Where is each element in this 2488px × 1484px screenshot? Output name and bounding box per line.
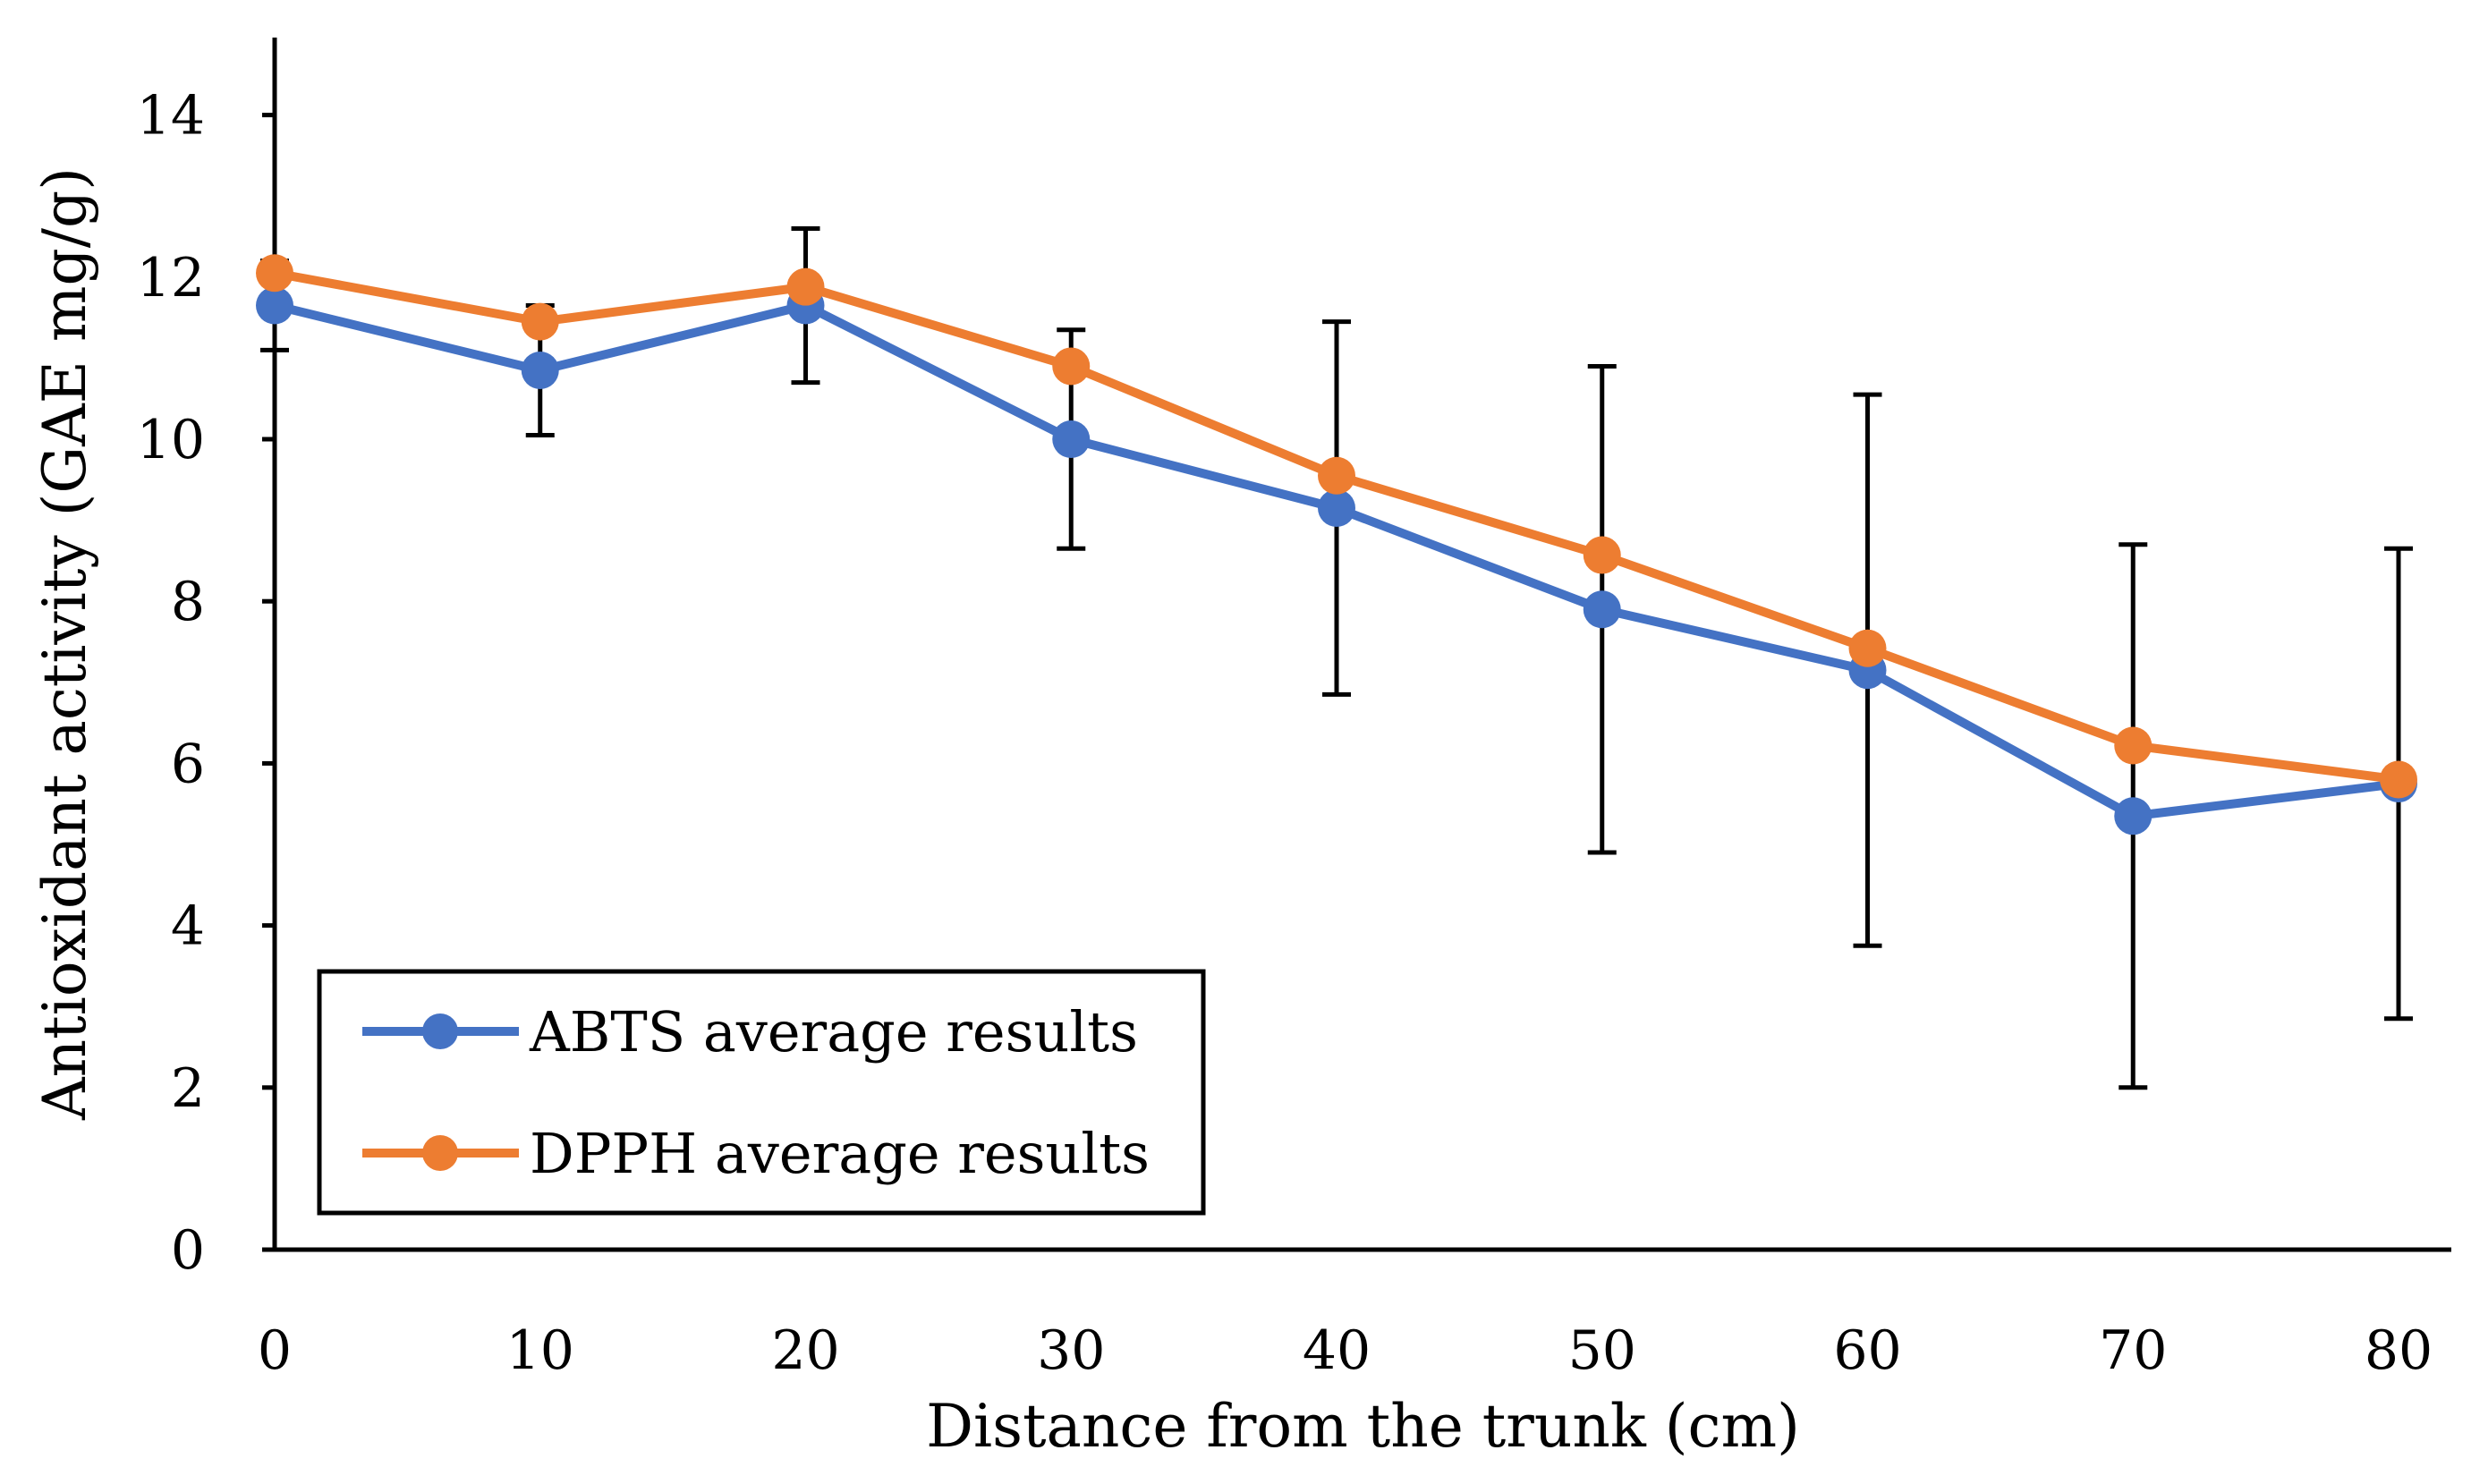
data-point-dpph (2380, 760, 2417, 799)
x-tick-label: 60 (1833, 1319, 1901, 1382)
legend-marker-abts (422, 1013, 458, 1049)
data-point-abts (1052, 420, 1091, 458)
data-point-dpph (256, 254, 293, 293)
legend: ABTS average results DPPH average result… (317, 969, 1206, 1216)
data-point-abts (521, 351, 559, 389)
x-tick-label: 30 (1037, 1319, 1105, 1382)
series-layer (256, 254, 2417, 835)
data-point-abts (256, 286, 293, 325)
x-tick-label: 0 (258, 1319, 292, 1382)
x-tick-label: 70 (2099, 1319, 2167, 1382)
legend-box (317, 969, 1206, 1216)
y-tick-label: 4 (171, 895, 205, 958)
data-point-dpph (1318, 456, 1355, 495)
x-tick-label: 40 (1303, 1319, 1371, 1382)
y-tick-label: 10 (137, 409, 205, 471)
legend-label-abts: ABTS average results (529, 999, 1138, 1064)
data-point-abts (2114, 797, 2153, 835)
data-point-dpph (1848, 629, 1887, 667)
x-tick-label: 20 (771, 1319, 839, 1382)
data-point-abts (1318, 489, 1355, 528)
data-point-dpph (1583, 536, 1621, 574)
data-point-dpph (786, 267, 825, 306)
y-tick-label: 2 (171, 1057, 205, 1120)
data-point-dpph (2114, 726, 2153, 765)
y-tick-label: 8 (171, 571, 205, 633)
legend-marker-dpph (422, 1135, 458, 1171)
y-tick-label: 12 (137, 247, 205, 310)
data-point-abts (1583, 590, 1621, 629)
data-point-dpph (521, 302, 559, 341)
x-axis-title: Distance from the trunk (cm) (926, 1392, 1800, 1461)
data-point-dpph (1052, 347, 1091, 386)
axis-labels: Distance from the trunk (cm) Antioxidant… (30, 167, 1800, 1461)
y-tick-label: 0 (171, 1219, 205, 1282)
x-tick-label: 10 (506, 1319, 574, 1382)
legend-label-dpph: DPPH average results (530, 1121, 1150, 1186)
y-tick-label: 14 (137, 85, 205, 148)
x-tick-label: 80 (2365, 1319, 2433, 1382)
x-tick-label: 50 (1568, 1319, 1636, 1382)
y-axis-title: Antioxidant activity (GAE mg/g) (30, 167, 99, 1121)
axes-layer: 0 2 4 6 8 10 12 14 0 10 20 30 40 50 60 70 80 (137, 38, 2451, 1382)
y-tick-label: 6 (171, 733, 205, 795)
